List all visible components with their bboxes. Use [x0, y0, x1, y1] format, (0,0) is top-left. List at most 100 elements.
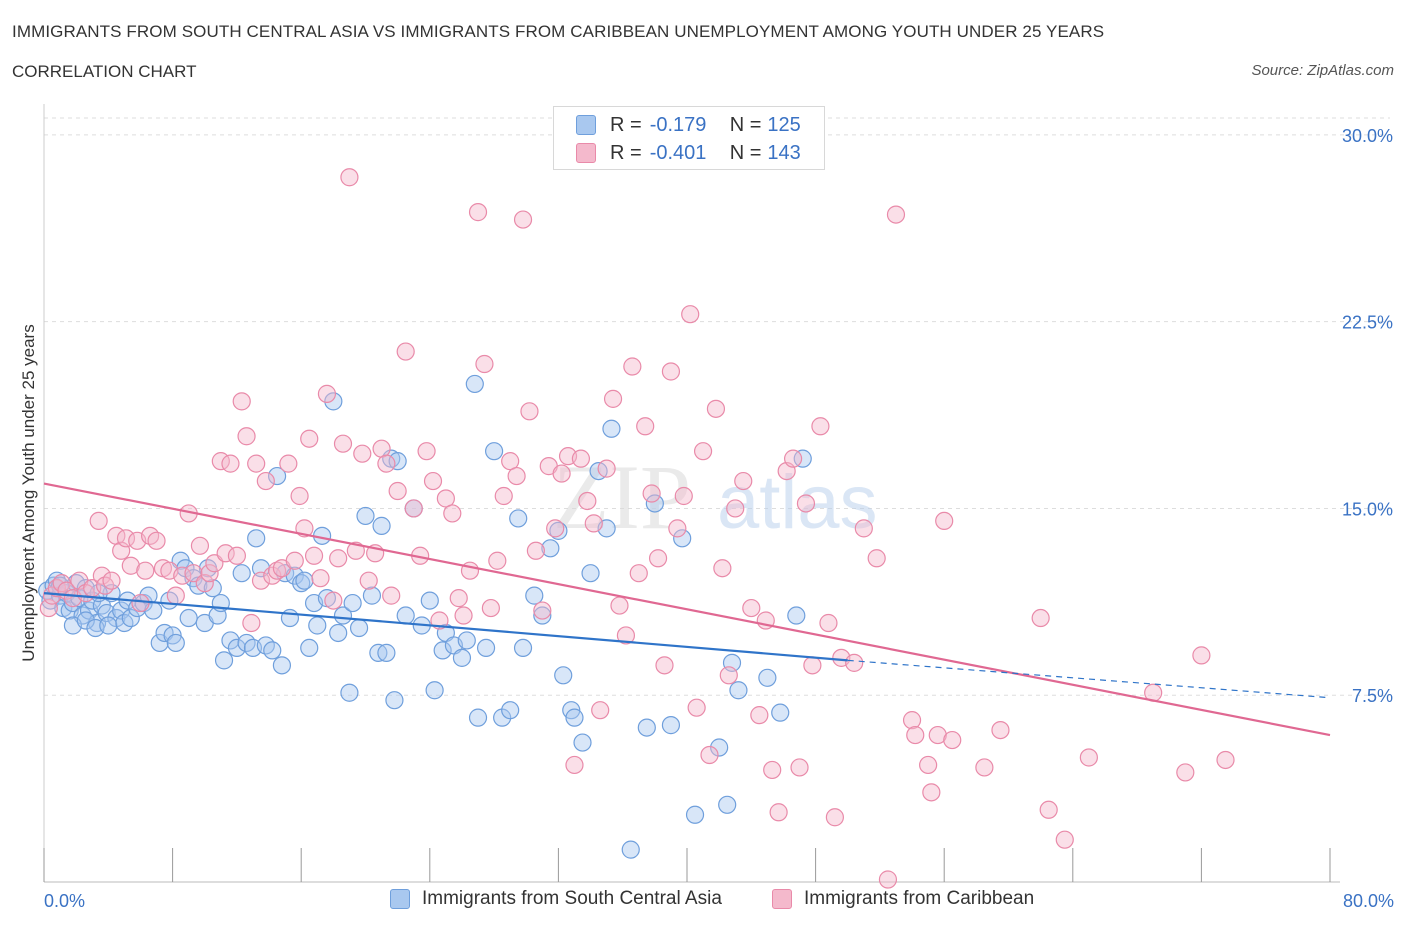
trend-line-caribbean	[43, 482, 1331, 737]
data-point	[136, 561, 155, 580]
watermark: ZIP atlas	[553, 446, 878, 548]
data-point	[533, 601, 552, 620]
data-point	[121, 608, 140, 628]
data-point	[377, 643, 396, 662]
data-point	[819, 613, 838, 633]
data-point	[706, 399, 726, 418]
data-point	[488, 551, 507, 570]
legend-item-south-central-asia[interactable]: Immigrants from South Central Asia	[390, 888, 722, 910]
data-point	[919, 755, 938, 775]
data-point	[173, 566, 192, 585]
data-point	[1216, 750, 1235, 770]
data-point	[349, 618, 369, 638]
data-point	[943, 730, 962, 750]
y-tick-label: 15.0%	[1342, 499, 1393, 519]
legend-swatch-pink	[772, 889, 792, 909]
data-point	[247, 529, 266, 548]
data-point	[340, 683, 359, 702]
data-point	[713, 559, 732, 578]
data-point	[436, 489, 455, 508]
data-point	[674, 486, 693, 506]
data-point	[668, 519, 687, 538]
data-point	[232, 564, 251, 583]
data-point	[610, 596, 629, 615]
data-point	[324, 392, 343, 411]
data-point	[623, 357, 642, 376]
data-point	[661, 362, 681, 381]
legend-item-caribbean[interactable]: Immigrants from Caribbean	[772, 888, 1034, 910]
stats-row-caribbean: R = -0.401 N = 143	[576, 141, 801, 165]
data-point	[200, 564, 219, 583]
legend-swatch-blue	[390, 889, 410, 909]
data-point	[565, 755, 584, 775]
data-point	[811, 417, 830, 436]
data-point	[468, 708, 488, 727]
data-point	[329, 623, 348, 643]
data-point	[742, 598, 761, 618]
data-point	[878, 870, 898, 889]
data-point	[975, 758, 994, 777]
data-point	[1079, 748, 1098, 767]
y-tick-labels: 7.5% 15.0% 22.5% 30.0%	[1342, 126, 1393, 706]
data-point	[578, 491, 597, 511]
data-point	[92, 566, 111, 585]
data-point	[783, 449, 803, 468]
data-point	[584, 514, 603, 533]
data-point	[726, 499, 745, 518]
data-point	[346, 541, 365, 560]
x-tick-min: 0.0%	[44, 891, 86, 911]
data-point	[603, 389, 623, 408]
y-tick-label: 30.0%	[1342, 126, 1393, 146]
data-point	[227, 546, 246, 565]
n-label: N =	[729, 141, 762, 164]
data-point	[166, 586, 185, 605]
data-point	[648, 549, 668, 568]
data-point	[549, 521, 568, 540]
data-point	[845, 653, 864, 672]
data-point	[166, 633, 185, 653]
data-point	[333, 434, 353, 453]
data-point	[793, 449, 812, 468]
data-point	[76, 611, 95, 630]
data-point	[734, 471, 753, 491]
data-point	[443, 504, 462, 523]
data-point	[324, 591, 343, 610]
data-point	[449, 589, 468, 608]
data-point	[251, 571, 271, 590]
data-point	[247, 454, 266, 473]
data-point	[661, 716, 681, 735]
data-point	[468, 203, 488, 222]
legend-label: Immigrants from South Central Asia	[422, 888, 722, 909]
data-point	[329, 549, 348, 568]
data-point	[372, 516, 391, 535]
n-label: N =	[729, 113, 762, 136]
data-point	[507, 466, 526, 486]
data-point	[991, 720, 1010, 740]
data-point	[232, 392, 251, 411]
data-point	[179, 608, 198, 628]
data-point	[263, 641, 282, 660]
data-point	[300, 638, 319, 658]
data-point	[573, 733, 592, 752]
data-point	[481, 598, 500, 618]
data-point	[803, 656, 822, 675]
data-point	[687, 698, 706, 717]
data-point	[501, 701, 520, 720]
data-point	[513, 210, 533, 229]
chart-subtitle: CORRELATION CHART	[12, 62, 197, 81]
data-point	[787, 606, 806, 625]
r-label: R =	[610, 113, 642, 136]
y-axis-label: Unemployment Among Youth under 25 years	[19, 324, 38, 662]
data-point	[719, 666, 738, 685]
data-point	[928, 725, 947, 745]
data-point	[1039, 800, 1058, 819]
data-point	[89, 511, 108, 531]
data-point	[750, 706, 769, 725]
data-point	[216, 544, 235, 563]
data-point	[520, 402, 539, 421]
data-point	[267, 561, 287, 580]
r-value: -0.179	[649, 113, 707, 136]
x-tick-max: 80.0%	[1342, 891, 1394, 911]
data-point	[454, 606, 473, 625]
